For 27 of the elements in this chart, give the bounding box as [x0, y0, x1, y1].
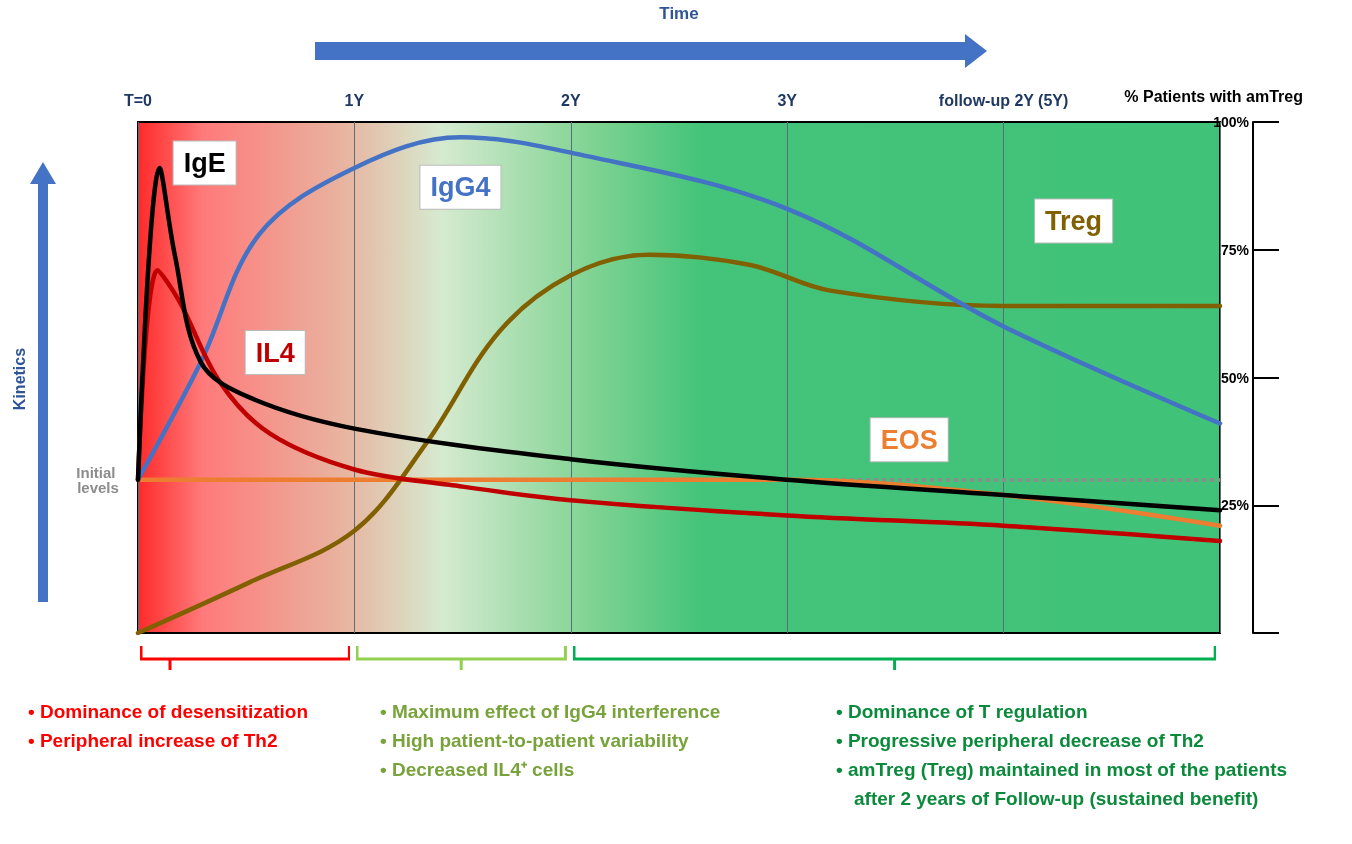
series-label: IgE: [183, 147, 226, 178]
series-label: IL4: [255, 337, 295, 368]
x-tick-label: 1Y: [344, 91, 365, 109]
text: Kinetics: [11, 346, 29, 413]
y2-tick-label: 100%: [1213, 114, 1250, 130]
y2-axis-title: % Patients with amTreg: [1124, 87, 1303, 105]
x-tick-label: 2Y: [561, 91, 581, 109]
ref-line-label: Initial levels: [76, 463, 120, 496]
text: • High patient-to-patient variability: [380, 729, 690, 753]
x-tick-label: follow-up 2Y (5Y): [938, 91, 1069, 109]
x-tick-label: T=0: [123, 91, 153, 109]
x-axis-title: Time: [659, 4, 699, 23]
series-label: EOS: [880, 424, 938, 455]
y2-tick-label: 50%: [1220, 369, 1250, 386]
text: • Progressive peripheral decrease of Th2: [836, 729, 1205, 753]
text: • amTreg (Treg) maintained in most of the patients after 2 years of Follow-up (sustained benefit): [836, 758, 1289, 811]
y2-tick-label: 75%: [1220, 241, 1250, 258]
series-label: IgG4: [430, 172, 491, 203]
text: • Peripheral increase of Th2: [28, 730, 278, 751]
x-tick-label: 3Y: [777, 91, 798, 109]
line-series: [135, 252, 1223, 636]
text: • Maximum effect of IgG4 interference: [380, 700, 722, 724]
text: • Dominance of T regulation: [836, 700, 1089, 724]
text: • Decreased IL4⁺ cells: [380, 758, 576, 782]
text: Treg: [1045, 205, 1103, 236]
text: • Dominance of desensitization: [28, 701, 309, 722]
y2-tick-label: 25%: [1220, 497, 1250, 514]
